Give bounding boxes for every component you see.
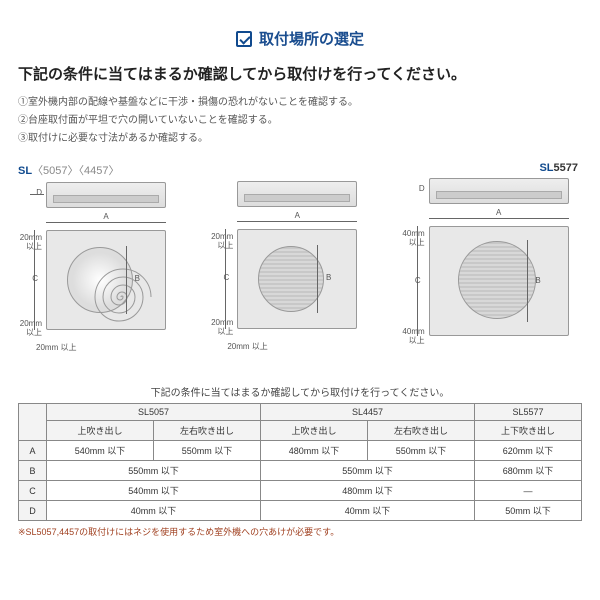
model-header-1: SL5057 (47, 404, 261, 421)
fan-grille-spiral (67, 247, 133, 313)
diagram-label-right: SL5577 (401, 162, 582, 174)
model-header-2: SL4457 (261, 404, 475, 421)
section-title: 取付場所の選定 (18, 28, 582, 49)
subtitle: 下記の条件に当てはまるか確認してから取付けを行ってください。 (18, 63, 582, 84)
unit-front-view (46, 230, 166, 330)
unit-top-view (237, 181, 357, 207)
table-row: D 40mm 以下 40mm 以下 50mm 以下 (19, 501, 582, 521)
fan-grille-lined (258, 246, 324, 312)
conditions-list: ①室外機内部の配線や基盤などに干渉・損傷の恐れがないことを確認する。 ②台座取付… (18, 94, 582, 148)
diagram-label-left: SL〈5057〉〈4457〉 (18, 162, 199, 178)
condition-2: ②台座取付面が平坦で穴の開いていないことを確認する。 (18, 112, 582, 130)
dimensions-table: SL5057 SL4457 SL5577 上吹き出し 左右吹き出し 上吹き出し … (18, 403, 582, 521)
dim-a-left: A (46, 212, 166, 221)
dim-b-left: B (130, 274, 140, 283)
table-caption: 下記の条件に当てはまるか確認してから取付けを行ってください。 (18, 384, 582, 399)
condition-3: ③取付けに必要な寸法があるか確認する。 (18, 130, 582, 148)
diagram-sl5577: SL5577 D A 40mm 以上 C B 40mm 以上 (401, 162, 582, 372)
fan-grille-lined (458, 241, 536, 319)
diagram-sl4457: A 20mm 以上 C 20mm 以上 B 20mm 以上 (209, 162, 390, 372)
unit-top-view (46, 182, 166, 208)
unit-front-view (429, 226, 569, 336)
table-row: C 540mm 以下 480mm 以下 — (19, 481, 582, 501)
check-icon (236, 31, 252, 47)
footnote: ※SL5057,4457の取付けにはネジを使用するため室外機への穴あけが必要です… (18, 525, 582, 538)
diagrams-row: SL〈5057〉〈4457〉 D A 20mm 以上 C 20mm 以上 B (18, 162, 582, 372)
dim-c-left: C (12, 274, 38, 283)
diagram-sl5057: SL〈5057〉〈4457〉 D A 20mm 以上 C 20mm 以上 B (18, 162, 199, 372)
table-row: B 550mm 以下 550mm 以下 680mm 以下 (19, 461, 582, 481)
unit-front-view (237, 229, 357, 329)
model-header-3: SL5577 (475, 404, 582, 421)
unit-top-view (429, 178, 569, 204)
dim-d-left: D (16, 188, 42, 197)
title-text: 取付場所の選定 (259, 31, 364, 48)
table-row: A 540mm 以下 550mm 以下 480mm 以下 550mm 以下 62… (19, 441, 582, 461)
condition-1: ①室外機内部の配線や基盤などに干渉・損傷の恐れがないことを確認する。 (18, 94, 582, 112)
